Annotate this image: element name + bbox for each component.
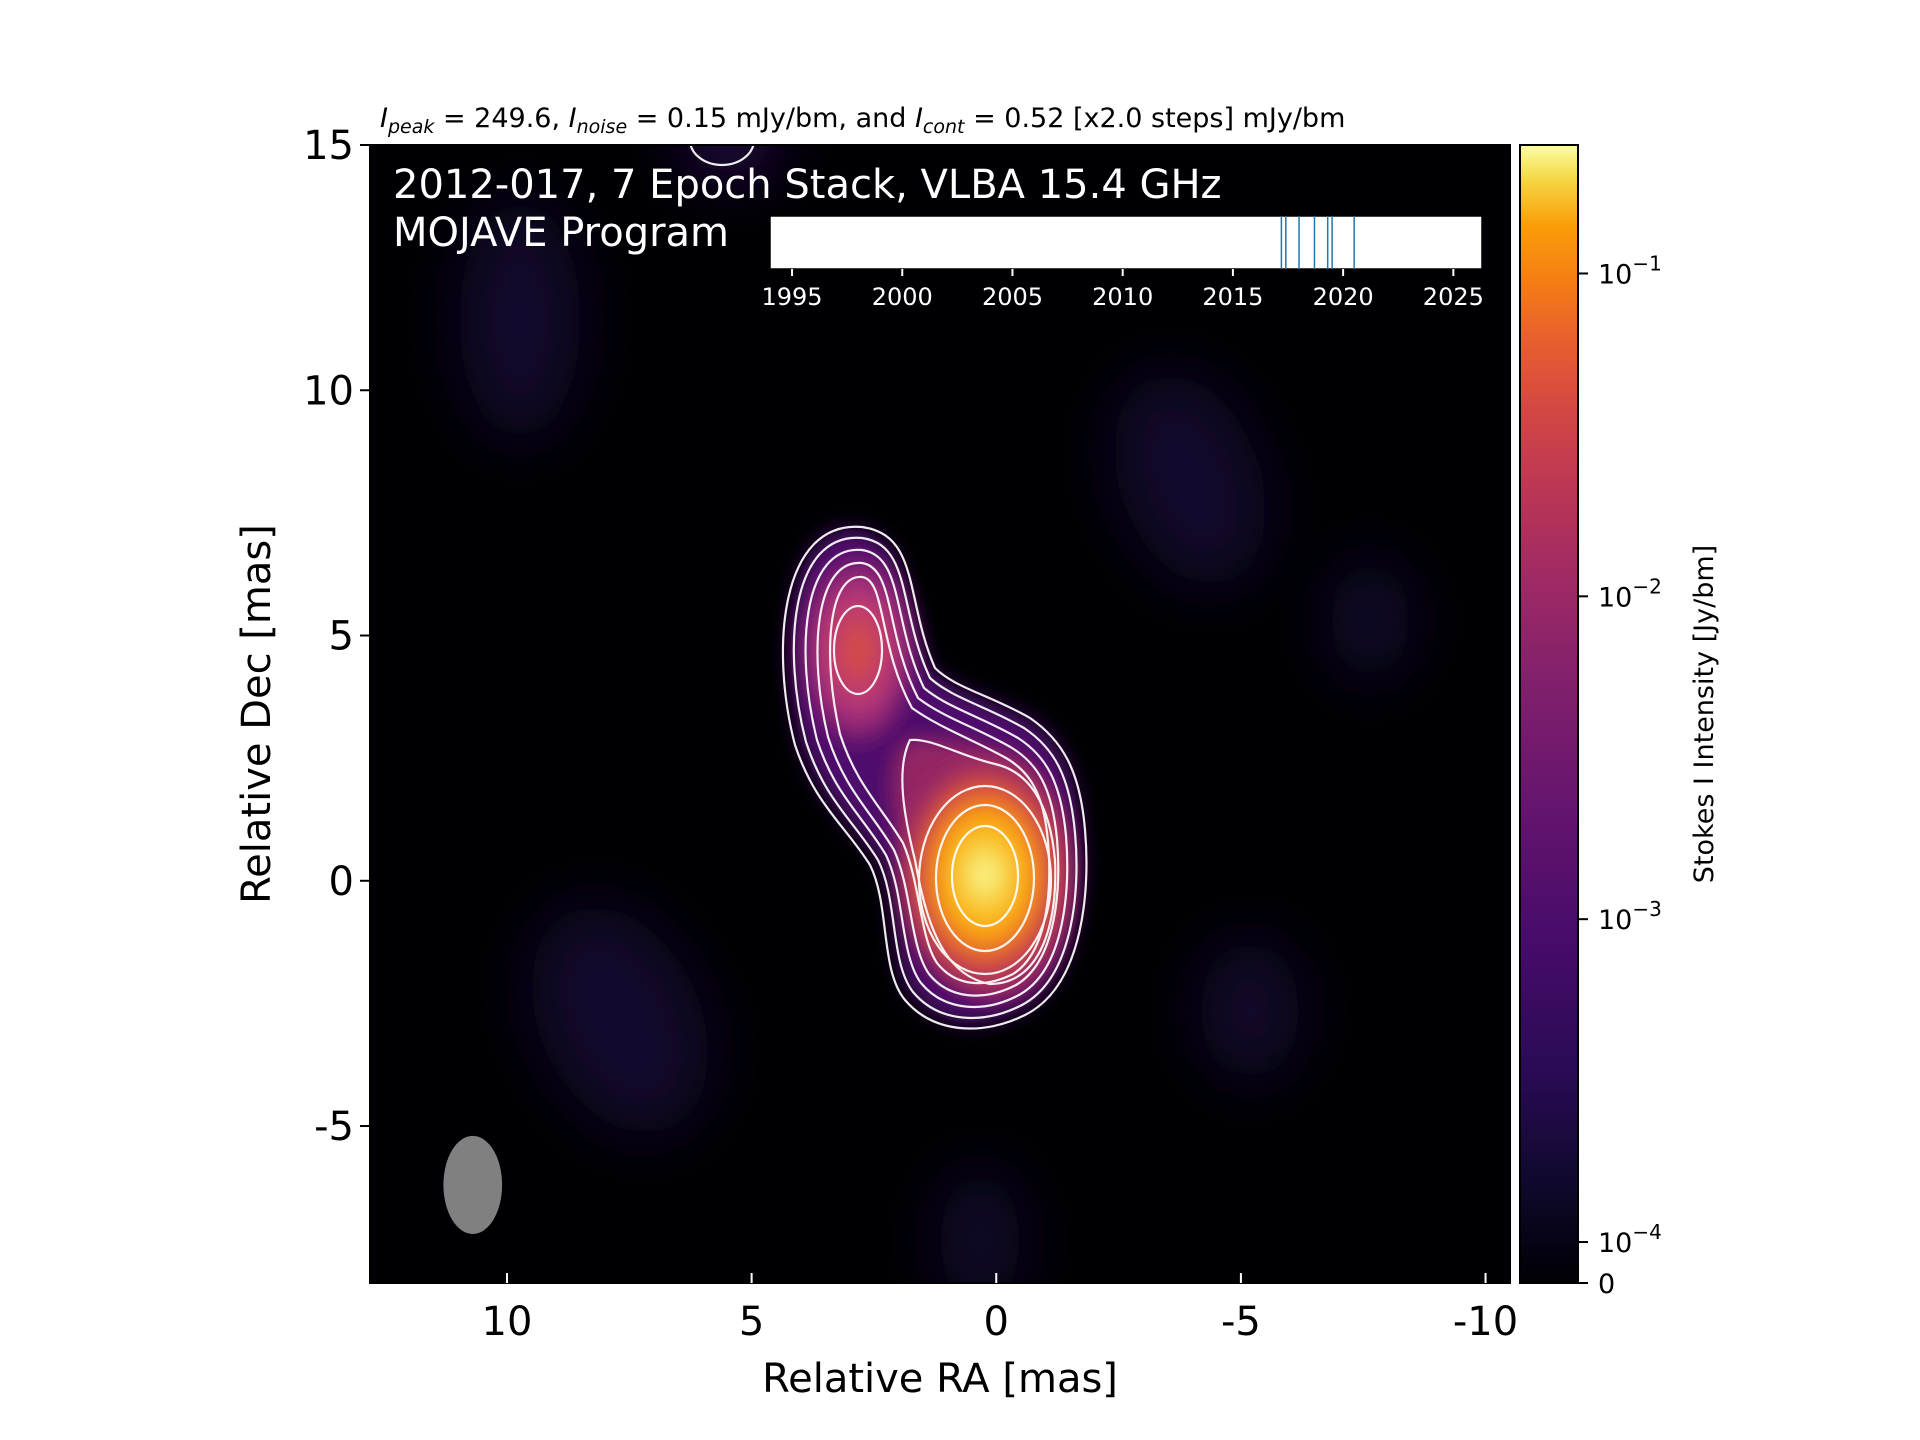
source-emission <box>790 529 1082 1024</box>
noise-blobs <box>460 145 1410 1283</box>
image-panel <box>369 144 1511 1284</box>
inset-tick-label: 2010 <box>1092 283 1153 311</box>
colorbar-label: Stokes I Intensity [Jy/bm] <box>1689 545 1720 883</box>
colorbar: 0 10−4 10−3 10−2 10−1 Stokes I Intensity [Jy… <box>1519 144 1720 1300</box>
title-part-0: I <box>380 103 388 134</box>
inset-tick-label: 2000 <box>872 283 933 311</box>
y-tick-label: 5 <box>329 614 354 660</box>
chart-title: Ipeak = 249.6, Inoise = 0.15 mJy/bm, and… <box>380 103 1345 138</box>
y-tick-label: -5 <box>314 1104 354 1150</box>
inset-ticks: 1995 2000 2005 2010 2015 2020 2025 <box>762 269 1484 311</box>
x-axis-ticks: 10 5 0 -5 -10 <box>482 1273 1518 1345</box>
inset-tick-label: 2020 <box>1313 283 1374 311</box>
colorbar-tick-label: 10−2 <box>1598 574 1662 613</box>
annotation-line-2: MOJAVE Program <box>393 210 729 256</box>
x-tick-label: 5 <box>739 1299 764 1345</box>
title-part-4: noise <box>577 116 628 138</box>
title-part-6: I <box>915 103 923 134</box>
y-tick-label: 0 <box>329 859 354 905</box>
contours <box>689 145 1088 1030</box>
title-part-3: I <box>569 103 577 134</box>
title-part-5: = 0.15 mJy/bm, and <box>627 103 915 134</box>
inset-tick-label: 2025 <box>1423 283 1484 311</box>
title-part-2: = 249.6, <box>434 103 568 134</box>
x-axis-label: Relative RA [mas] <box>762 1356 1118 1402</box>
x-tick-label: -10 <box>1453 1299 1518 1345</box>
inset-tick-label: 1995 <box>762 283 823 311</box>
y-tick-label: 15 <box>303 123 354 169</box>
y-tick-label: 10 <box>303 368 354 414</box>
colorbar-tick-label: 10−3 <box>1598 897 1662 936</box>
inset-tick-label: 2005 <box>982 283 1043 311</box>
beam-ellipse <box>443 1135 503 1234</box>
title-part-1: peak <box>387 116 435 138</box>
colorbar-ticks: 0 10−4 10−3 10−2 10−1 <box>1578 251 1662 1300</box>
x-tick-label: 0 <box>984 1299 1009 1345</box>
epoch-lines <box>1280 216 1355 269</box>
y-axis-label: Relative Dec [mas] <box>234 524 280 904</box>
inset-tick-label: 2015 <box>1202 283 1263 311</box>
annotation-line-1: 2012-017, 7 Epoch Stack, VLBA 15.4 GHz <box>393 162 1222 208</box>
epoch-timeline-inset: 1995 2000 2005 2010 2015 2020 2025 <box>762 215 1484 311</box>
x-tick-label: -5 <box>1221 1299 1261 1345</box>
y-axis-ticks: -5 0 5 10 15 <box>303 123 370 1150</box>
title-part-8: = 0.52 [x2.0 steps] mJy/bm <box>964 103 1345 134</box>
colorbar-tick-label: 10−1 <box>1598 251 1662 290</box>
colorbar-tick-label: 10−4 <box>1598 1220 1662 1259</box>
x-tick-label: 10 <box>482 1299 533 1345</box>
title-part-7: cont <box>923 116 966 138</box>
colorbar-tick-label: 0 <box>1598 1269 1615 1300</box>
